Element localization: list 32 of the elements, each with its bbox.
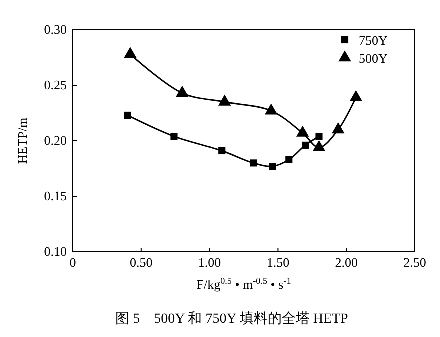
x-tick-label: 0 [70,255,76,270]
point [265,104,278,115]
x-tick-label: 2.50 [404,255,426,270]
point [250,160,258,167]
x-axis-title: F/kg$^{0.5}$ • m$^{-0.5}$ • s$^{-1}$ [196,276,292,292]
x-tick-label: 1.00 [198,255,222,270]
point [316,133,323,140]
point [170,133,178,140]
y-axis-title: HETP/m [15,118,30,164]
point [124,112,132,120]
point [296,126,310,137]
point [218,94,232,106]
point [124,47,137,58]
point [312,140,326,152]
point [332,122,345,134]
y-tick-label: 0.20 [44,133,67,148]
x-tick-label: 2.00 [335,255,358,270]
legend-label: 750Y [359,33,388,48]
point [350,90,363,102]
x-tick-label: 0.50 [130,255,153,270]
legend-label: 500Y [359,51,388,66]
point [218,147,226,155]
y-tick-label: 0.15 [44,188,67,204]
point [302,142,310,149]
point [176,86,189,97]
point [269,162,276,170]
x-tick-label: 1.50 [266,255,290,270]
y-tick-label: 0.10 [44,244,67,260]
caption: 图 5 500Y 和 750Y 填料的全塔 HETP [116,311,349,327]
y-tick-label: 0.25 [44,78,67,93]
point [286,156,293,164]
y-tick-label: 0.30 [44,22,67,38]
